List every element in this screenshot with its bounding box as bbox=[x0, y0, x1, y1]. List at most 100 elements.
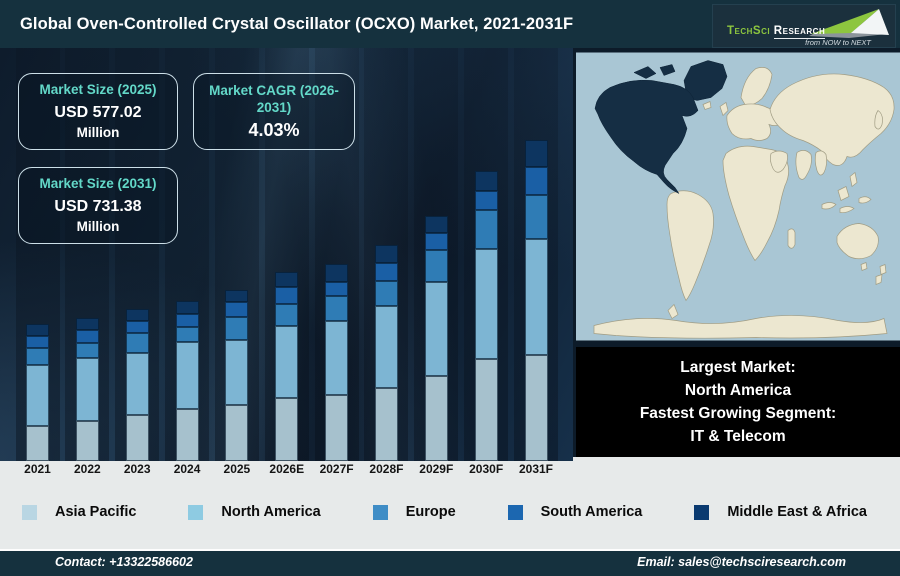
logo-arrow-icon bbox=[809, 9, 889, 38]
bar-segment bbox=[125, 415, 149, 461]
title-bar: Global Oven-Controlled Crystal Oscillato… bbox=[0, 0, 900, 48]
bar-segment bbox=[374, 388, 398, 461]
bar-segment bbox=[125, 333, 149, 353]
bar-segment bbox=[175, 409, 199, 461]
fastest-segment-value: IT & Telecom bbox=[690, 428, 786, 445]
stacked-bar-2031F bbox=[524, 140, 548, 461]
bar-segment bbox=[26, 365, 49, 426]
x-axis-label: 2027F bbox=[319, 462, 354, 476]
bar-segment bbox=[75, 318, 99, 330]
legend-item: North America bbox=[188, 504, 321, 520]
bar-segment bbox=[26, 336, 49, 348]
bar-segment bbox=[474, 210, 498, 249]
x-axis-label: 2028F bbox=[369, 462, 404, 476]
stat-value: USD 731.38 bbox=[54, 198, 142, 215]
legend-item: Middle East & Africa bbox=[694, 504, 867, 520]
stat-value: 4.03% bbox=[248, 120, 300, 140]
contact-email: Email: sales@techsciresearch.com bbox=[637, 555, 846, 569]
legend-swatch bbox=[507, 504, 523, 520]
bar-segment bbox=[424, 233, 448, 250]
page-title: Global Oven-Controlled Crystal Oscillato… bbox=[20, 15, 574, 33]
x-axis-labels: 2021 2022 2023 2024 2025 2026E 2027F 2028F 2029F… bbox=[0, 461, 573, 480]
fastest-segment-label: Fastest Growing Segment: bbox=[639, 405, 837, 422]
bar-segment bbox=[225, 317, 249, 340]
bar-segment bbox=[275, 272, 299, 287]
bar-segment bbox=[424, 376, 448, 461]
x-axis-label: 2022 bbox=[73, 462, 101, 476]
x-axis-label: 2025 bbox=[223, 462, 251, 476]
bar-segment bbox=[374, 263, 398, 281]
bar-segment bbox=[524, 195, 548, 239]
legend-label: Middle East & Africa bbox=[727, 504, 867, 520]
bar-segment bbox=[175, 342, 199, 409]
bar-segment bbox=[474, 171, 498, 191]
bar-segment bbox=[325, 321, 349, 395]
legend-swatch bbox=[694, 504, 710, 520]
legend-label: South America bbox=[540, 504, 643, 520]
bar-segment bbox=[524, 140, 548, 167]
largest-market-label: Largest Market: bbox=[680, 359, 796, 376]
legend-item: South America bbox=[507, 504, 643, 520]
bar-segment bbox=[225, 290, 249, 302]
bar-segment bbox=[524, 167, 548, 195]
logo-wordmark: TechSci Research bbox=[727, 25, 826, 39]
bar-segment bbox=[75, 421, 99, 461]
stat-title: Market CAGR (2026-2031) bbox=[209, 83, 339, 115]
bar-segment bbox=[125, 353, 149, 415]
stacked-bar-2028F bbox=[374, 245, 398, 461]
stacked-bar-2030F bbox=[474, 171, 498, 461]
bar-segment bbox=[474, 191, 498, 210]
bar-segment bbox=[374, 281, 398, 306]
bar-segment bbox=[26, 324, 49, 336]
x-axis-label: 2023 bbox=[123, 462, 151, 476]
legend-item: Europe bbox=[372, 504, 456, 520]
logo-tagline: from NOW to NEXT bbox=[805, 38, 871, 47]
x-axis-label: 2021 bbox=[24, 462, 51, 476]
x-axis-label: 2029F bbox=[419, 462, 454, 476]
bar-segment bbox=[125, 309, 149, 321]
map-highlight-north-america bbox=[594, 60, 728, 195]
bar-segment bbox=[325, 296, 349, 321]
stat-title: Market Size (2031) bbox=[39, 176, 157, 191]
stat-unit: Million bbox=[76, 219, 120, 234]
legend-label: Europe bbox=[405, 504, 456, 520]
legend-label: North America bbox=[221, 504, 321, 520]
bar-segment bbox=[175, 314, 199, 327]
bar-segment bbox=[75, 343, 99, 358]
legend: Asia Pacific North America Europe South Ame… bbox=[22, 498, 867, 526]
bar-segment bbox=[26, 348, 49, 365]
x-axis-label: 2026E bbox=[269, 462, 305, 476]
largest-market-value: North America bbox=[684, 382, 792, 399]
stacked-bar-2025 bbox=[225, 290, 249, 461]
bar-segment bbox=[275, 398, 299, 461]
bar-segment bbox=[374, 245, 398, 263]
key-facts-box: Largest Market: North America Fastest Gr… bbox=[576, 347, 900, 457]
techsci-logo: TechSci Research from NOW to NEXT bbox=[712, 4, 896, 48]
stat-card-market-cagr: Market CAGR (2026-2031) 4.03% bbox=[193, 73, 355, 150]
bar-segment bbox=[424, 250, 448, 282]
legend-item: Asia Pacific bbox=[22, 504, 136, 520]
logo-brand-primary: TechSci bbox=[727, 25, 771, 37]
x-axis-label: 2024 bbox=[173, 462, 201, 476]
x-axis-label: 2031F bbox=[518, 462, 554, 476]
bar-segment bbox=[225, 302, 249, 317]
stat-title: Market Size (2025) bbox=[39, 82, 157, 97]
legend-label: Asia Pacific bbox=[55, 504, 137, 520]
bar-segment bbox=[325, 282, 349, 296]
bar-segment bbox=[474, 359, 498, 461]
world-map bbox=[576, 52, 900, 341]
footer-divider bbox=[0, 549, 900, 551]
bar-segment bbox=[175, 301, 199, 314]
bar-segment bbox=[175, 327, 199, 342]
bar-segment bbox=[75, 330, 99, 343]
bar-chart: Market Size (2025) USD 577.02 Million Ma… bbox=[0, 48, 573, 461]
bar-segment bbox=[275, 326, 299, 398]
stat-unit: Million bbox=[76, 125, 120, 140]
stat-card-market-size-2031: Market Size (2031) USD 731.38 Million bbox=[18, 167, 178, 244]
footer-bar: Contact: +13322586602 Email: sales@techs… bbox=[0, 551, 900, 576]
stacked-bar-2029F bbox=[424, 216, 448, 461]
stacked-bar-2023 bbox=[125, 309, 149, 461]
legend-swatch bbox=[22, 504, 37, 520]
stacked-bar-2026E bbox=[275, 272, 299, 461]
